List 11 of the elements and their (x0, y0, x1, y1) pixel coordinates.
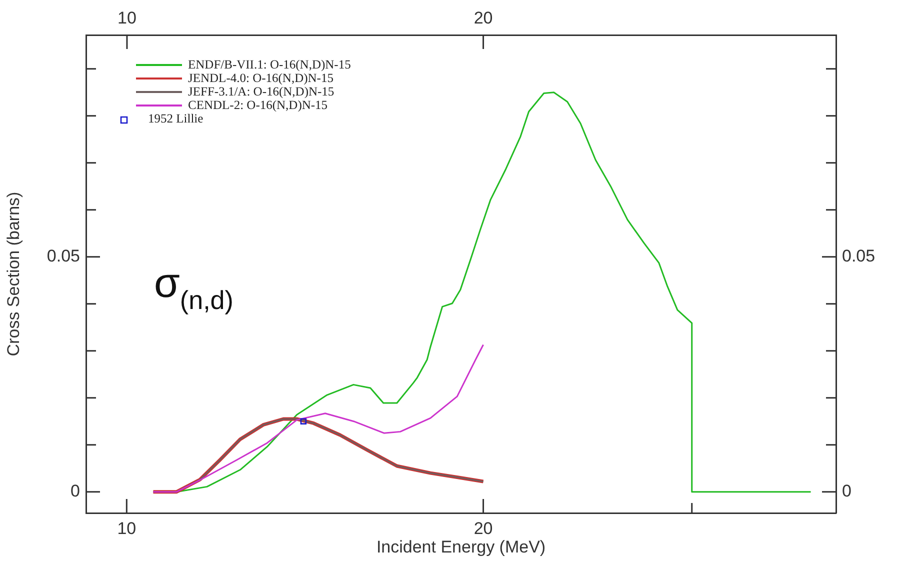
y2-tick-label: 0.05 (842, 246, 876, 266)
y-axis-title: Cross Section (barns) (4, 192, 23, 356)
x2-tick-label: 20 (474, 8, 493, 28)
legend-label: 1952 Lillie (148, 111, 204, 126)
x2-tick-label: 10 (118, 8, 136, 28)
x-axis-title: Incident Energy (MeV) (376, 537, 546, 556)
y2-tick-label: 0 (842, 482, 852, 501)
legend-label: JENDL-4.0: O-16(N,D)N-15 (188, 70, 334, 85)
legend-label: ENDF/B-VII.1: O-16(N,D)N-15 (188, 57, 351, 72)
legend-label: CENDL-2: O-16(N,D)N-15 (188, 98, 328, 112)
legend-label: JEFF-3.1/A: O-16(N,D)N-15 (188, 84, 334, 98)
